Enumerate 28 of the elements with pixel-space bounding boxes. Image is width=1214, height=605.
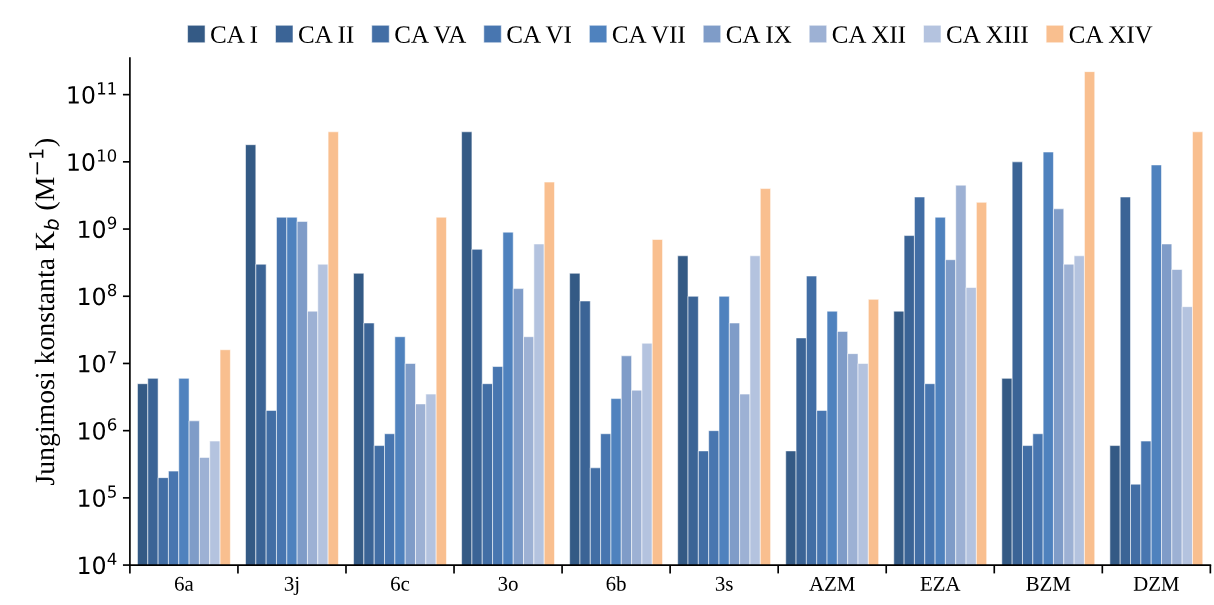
y-tick-label: 10$^{6}$: [79, 418, 117, 440]
y-tick-label: 10$^{11}$: [68, 82, 116, 104]
x-tick-label: AZM: [809, 576, 855, 591]
y-tick-label: 10$^{5}$: [79, 485, 116, 508]
legend-label: CA IX: [726, 26, 792, 43]
x-tick-label: 6a: [174, 576, 194, 591]
x-tick-label: 3j: [284, 576, 299, 596]
legend-label: CA XIV: [1069, 26, 1153, 44]
x-tick-label: 6b: [606, 576, 626, 591]
legend-label: CA XIII: [947, 26, 1028, 43]
x-tick-label: 3o: [498, 576, 518, 591]
x-tick-label: 6c: [391, 576, 410, 591]
x-tick-label: DZM: [1133, 576, 1179, 591]
y-tick-label: 10$^{9}$: [79, 216, 117, 239]
legend-label: CA II: [299, 26, 354, 43]
legend-label: CA I: [211, 26, 258, 43]
x-tick-label: BZM: [1026, 576, 1071, 591]
legend-label: CA VII: [612, 26, 685, 44]
legend-label: CA XII: [832, 26, 906, 43]
legend-label: CA VI: [507, 26, 571, 44]
y-tick-label: 10$^{10}$: [68, 149, 117, 171]
y-axis-title: Jungimosi konstanta K$_{b}$ (M$^{−1}$): [29, 139, 61, 486]
x-tick-label: EZA: [920, 576, 961, 591]
y-tick-label: 10$^{8}$: [79, 283, 117, 306]
x-tick-label: 3s: [715, 576, 733, 591]
legend-label: CA VA: [395, 26, 467, 44]
y-tick-label: 10$^{7}$: [79, 351, 116, 373]
y-tick-label: 10$^{4}$: [79, 552, 117, 575]
